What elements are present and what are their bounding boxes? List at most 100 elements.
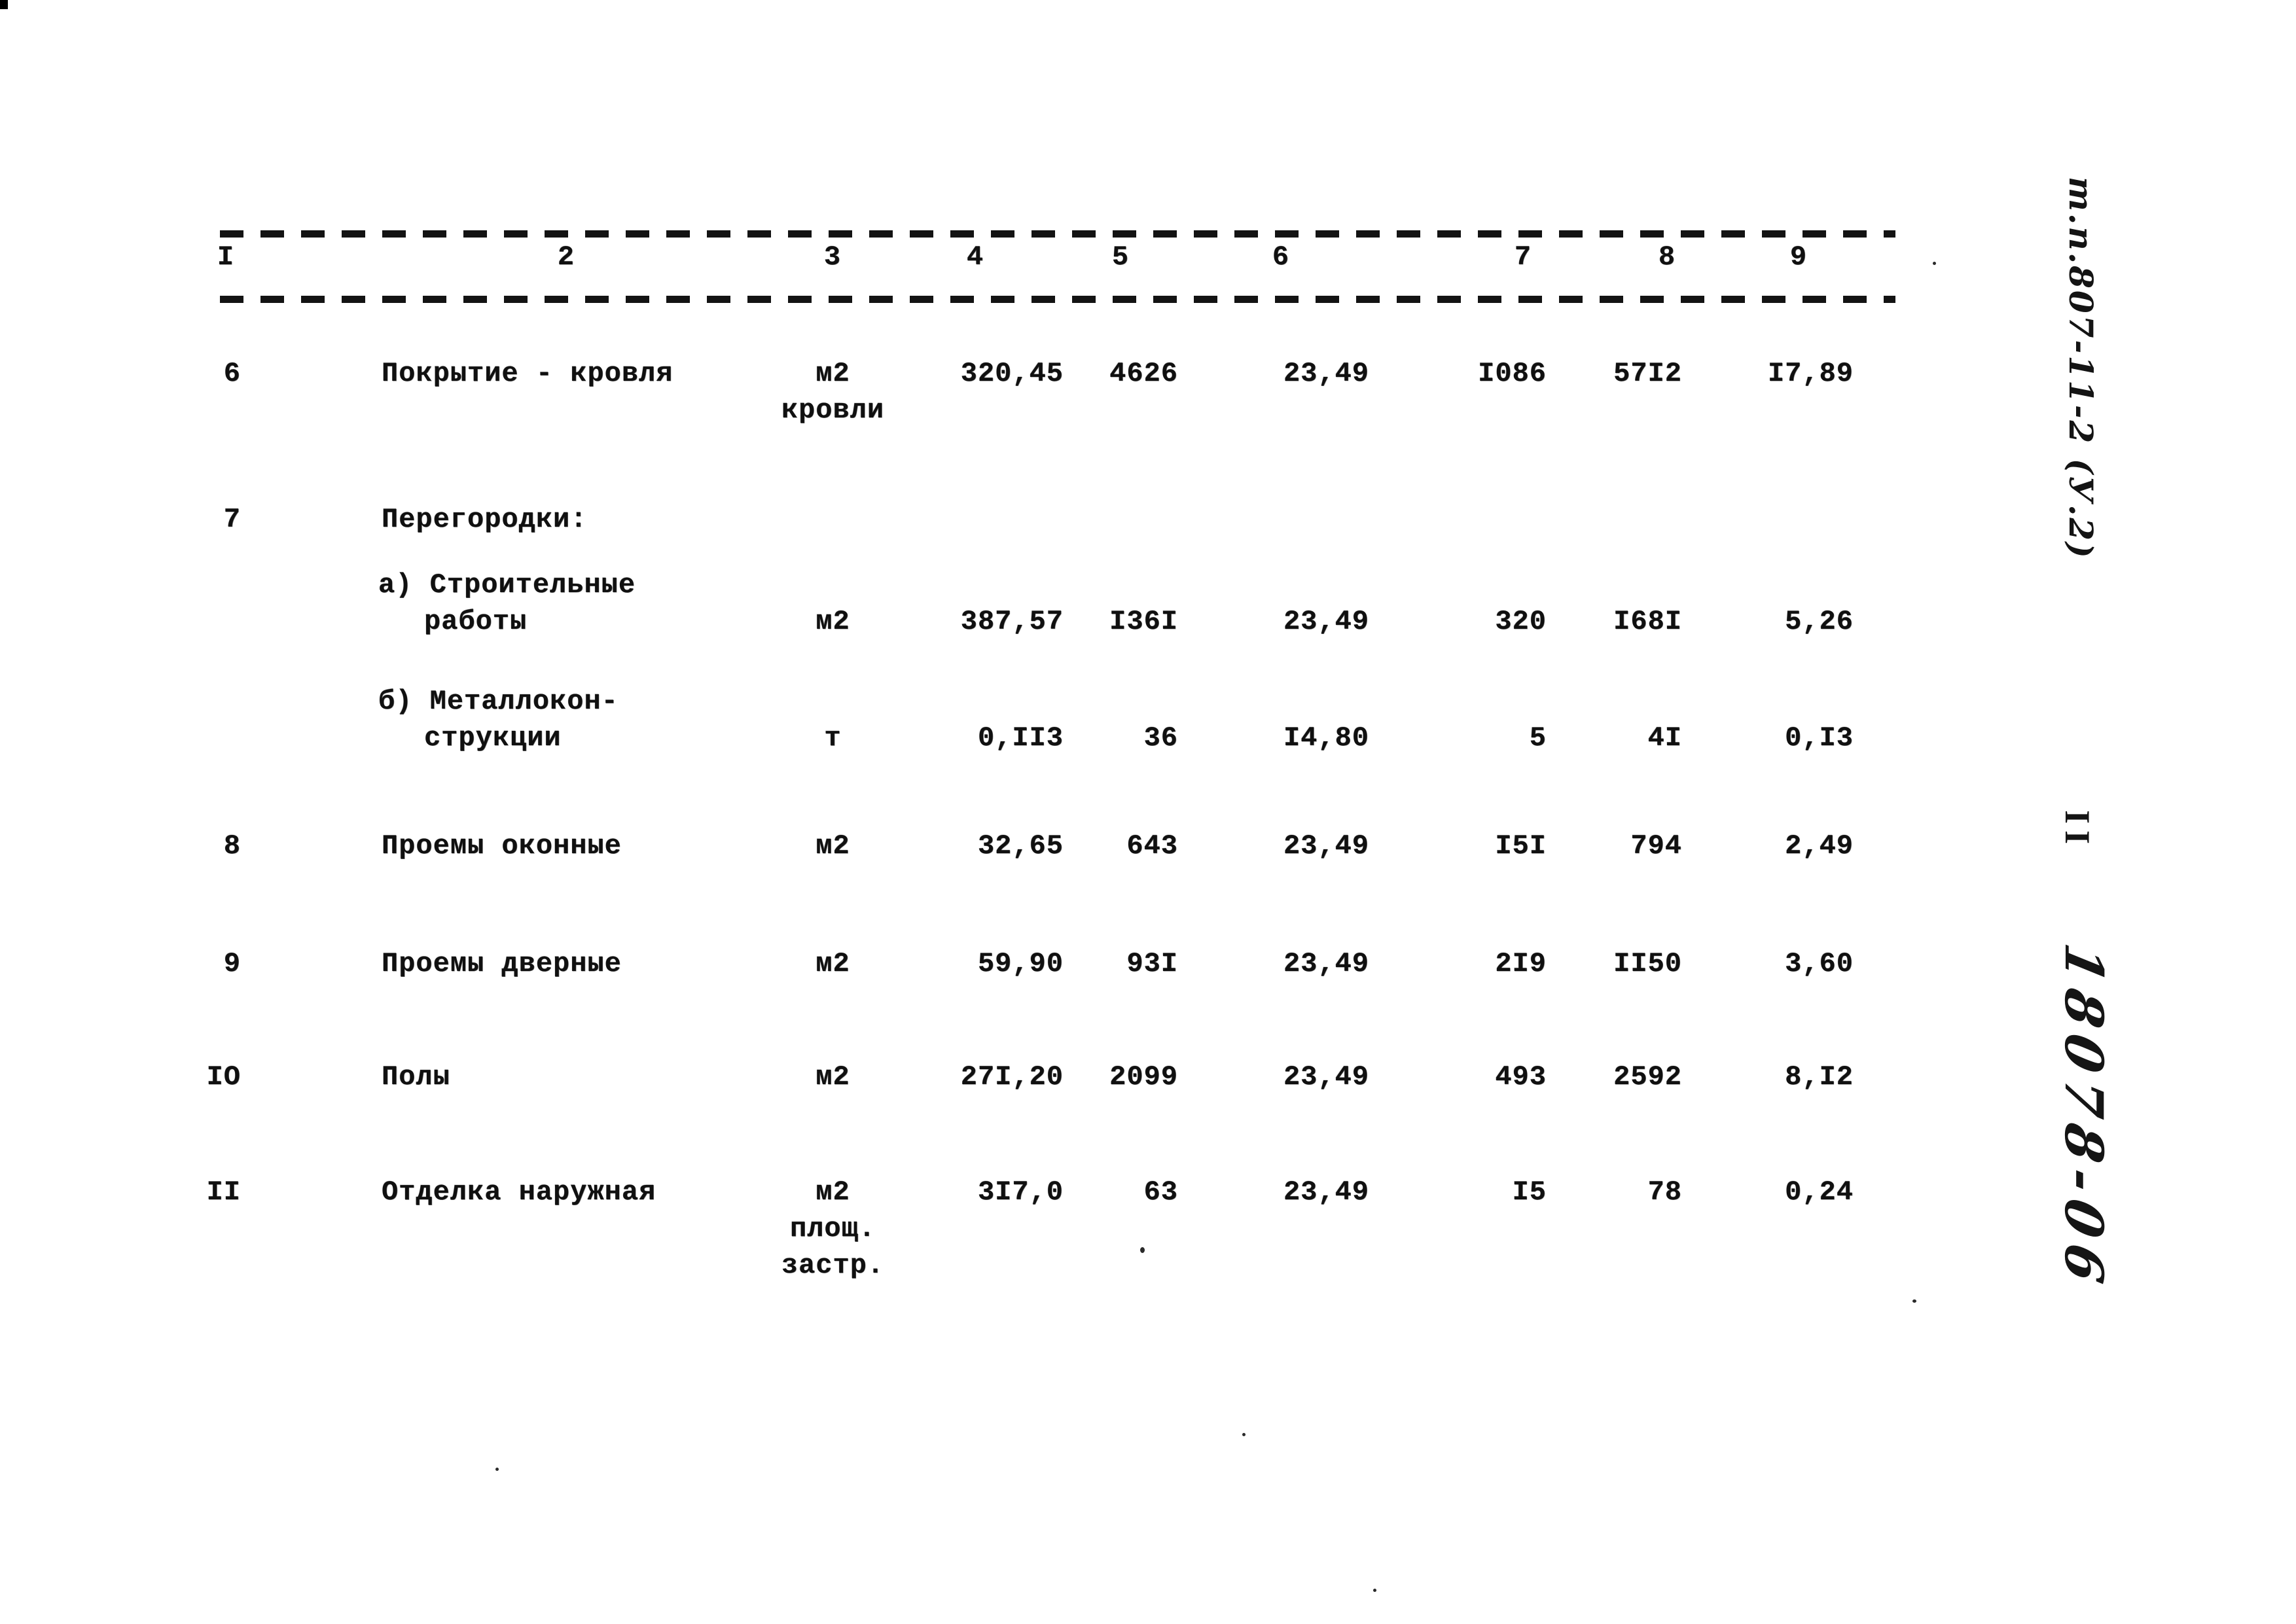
scan-speck: [1373, 1589, 1376, 1592]
value-col8: 57I2: [1613, 358, 1682, 389]
value-col8: II50: [1613, 948, 1682, 980]
value-col5: 36: [1143, 722, 1178, 754]
row-number: 9: [223, 948, 241, 980]
row-unit: м2: [772, 1059, 893, 1095]
row-unit: м2 площ. застр.: [772, 1174, 893, 1284]
value-col5: 643: [1126, 830, 1178, 862]
row-name: Перегородки:: [382, 501, 587, 538]
row-number: IO: [206, 1061, 241, 1093]
value-col4: 32,65: [977, 830, 1064, 862]
margin-inventory-number: 18078-06: [2053, 938, 2115, 1297]
value-col8: I68I: [1613, 606, 1682, 637]
row-name: б) Металлокон- струкции: [378, 683, 619, 756]
row-name: Отделка наружная: [382, 1174, 656, 1210]
value-col9: I7,89: [1767, 358, 1854, 389]
value-col5: I36I: [1109, 606, 1178, 637]
scan-speck: [1242, 1433, 1246, 1436]
value-col6: 23,49: [1283, 1176, 1369, 1208]
column-header-4: 4: [966, 241, 984, 273]
value-col4: 0,II3: [977, 722, 1064, 754]
column-header-5: 5: [1111, 241, 1130, 273]
value-col9: 0,I3: [1785, 722, 1854, 754]
column-header-1: I: [217, 241, 235, 273]
row-unit: м2: [772, 945, 893, 982]
row-unit-line: застр.: [781, 1250, 885, 1281]
row-name-line: Отделка наружная: [382, 1176, 656, 1208]
row-name: Проемы дверные: [382, 945, 622, 982]
value-col9: 0,24: [1785, 1176, 1854, 1208]
value-col7: I5I: [1495, 830, 1547, 862]
column-header-2: 2: [557, 241, 575, 273]
row-unit: м2 кровли: [772, 355, 893, 429]
value-col4: 3I7,0: [977, 1176, 1064, 1208]
value-col7: I5: [1512, 1176, 1547, 1208]
value-col8: 2592: [1613, 1061, 1682, 1093]
value-col7: 2I9: [1495, 948, 1547, 980]
value-col6: I4,80: [1283, 722, 1369, 754]
row-number: II: [206, 1176, 241, 1208]
value-col6: 23,49: [1283, 948, 1369, 980]
value-col7: I086: [1478, 358, 1547, 389]
value-col9: 2,49: [1785, 830, 1854, 862]
column-header-7: 7: [1514, 241, 1532, 273]
value-col4: 320,45: [960, 358, 1064, 389]
table-header-dashed-rule-top: [220, 230, 1895, 238]
scan-speck: [495, 1468, 499, 1471]
value-col4: 27I,20: [960, 1061, 1064, 1093]
row-unit-line: м2: [816, 358, 850, 389]
row-name-line: Перегородки:: [382, 504, 588, 535]
row-name: Полы: [382, 1059, 450, 1095]
row-unit: м2: [772, 828, 893, 864]
row-unit: т: [772, 720, 893, 756]
value-col4: 59,90: [977, 948, 1064, 980]
margin-project-code: т.п.807-11-2 (У.2): [2062, 177, 2100, 560]
row-name-line: Полы: [382, 1061, 450, 1093]
value-col6: 23,49: [1283, 830, 1369, 862]
value-col9: 8,I2: [1785, 1061, 1854, 1093]
value-col6: 23,49: [1283, 1061, 1369, 1093]
column-header-3: 3: [823, 241, 842, 273]
scan-speck: [1140, 1247, 1145, 1253]
row-unit-line: т: [824, 722, 842, 754]
scan-corner-artifact: [0, 0, 8, 9]
column-header-8: 8: [1658, 241, 1676, 273]
row-name-line: а) Строительные: [378, 569, 636, 601]
value-col4: 387,57: [960, 606, 1064, 637]
row-name-line: Проемы оконные: [382, 830, 622, 862]
scan-speck: [1912, 1299, 1916, 1303]
row-name-line: струкции: [424, 722, 562, 754]
value-col7: 493: [1495, 1061, 1547, 1093]
row-name-line: работы: [424, 606, 528, 637]
row-name-line: Покрытие - кровля: [382, 358, 673, 389]
value-col5: 63: [1143, 1176, 1178, 1208]
value-col6: 23,49: [1283, 358, 1369, 389]
value-col9: 3,60: [1785, 948, 1854, 980]
value-col7: 5: [1529, 722, 1547, 754]
row-name: Проемы оконные: [382, 828, 622, 864]
row-name: а) Строительные работы: [378, 567, 636, 640]
row-unit: м2: [772, 603, 893, 640]
value-col5: 2099: [1109, 1061, 1178, 1093]
row-unit-line: кровли: [781, 395, 885, 426]
value-col8: 78: [1647, 1176, 1682, 1208]
value-col8: 794: [1630, 830, 1682, 862]
row-unit-line: м2: [816, 830, 850, 862]
row-name-line: б) Металлокон-: [378, 686, 619, 717]
scan-speck: [1933, 262, 1936, 265]
column-header-9: 9: [1789, 241, 1808, 273]
value-col5: 4626: [1109, 358, 1178, 389]
row-unit-line: м2: [816, 948, 850, 980]
value-col5: 93I: [1126, 948, 1178, 980]
table-header-dashed-rule-bottom: [220, 296, 1895, 303]
row-number: 8: [223, 830, 241, 862]
row-number: 7: [223, 504, 241, 535]
row-unit-line: площ.: [789, 1213, 876, 1244]
row-name-line: Проемы дверные: [382, 948, 622, 980]
value-col8: 4I: [1647, 722, 1682, 754]
row-unit-line: м2: [816, 1061, 850, 1093]
value-col6: 23,49: [1283, 606, 1369, 637]
margin-sheet-number: II: [2058, 810, 2097, 851]
row-unit-line: м2: [816, 606, 850, 637]
column-header-6: 6: [1272, 241, 1290, 273]
